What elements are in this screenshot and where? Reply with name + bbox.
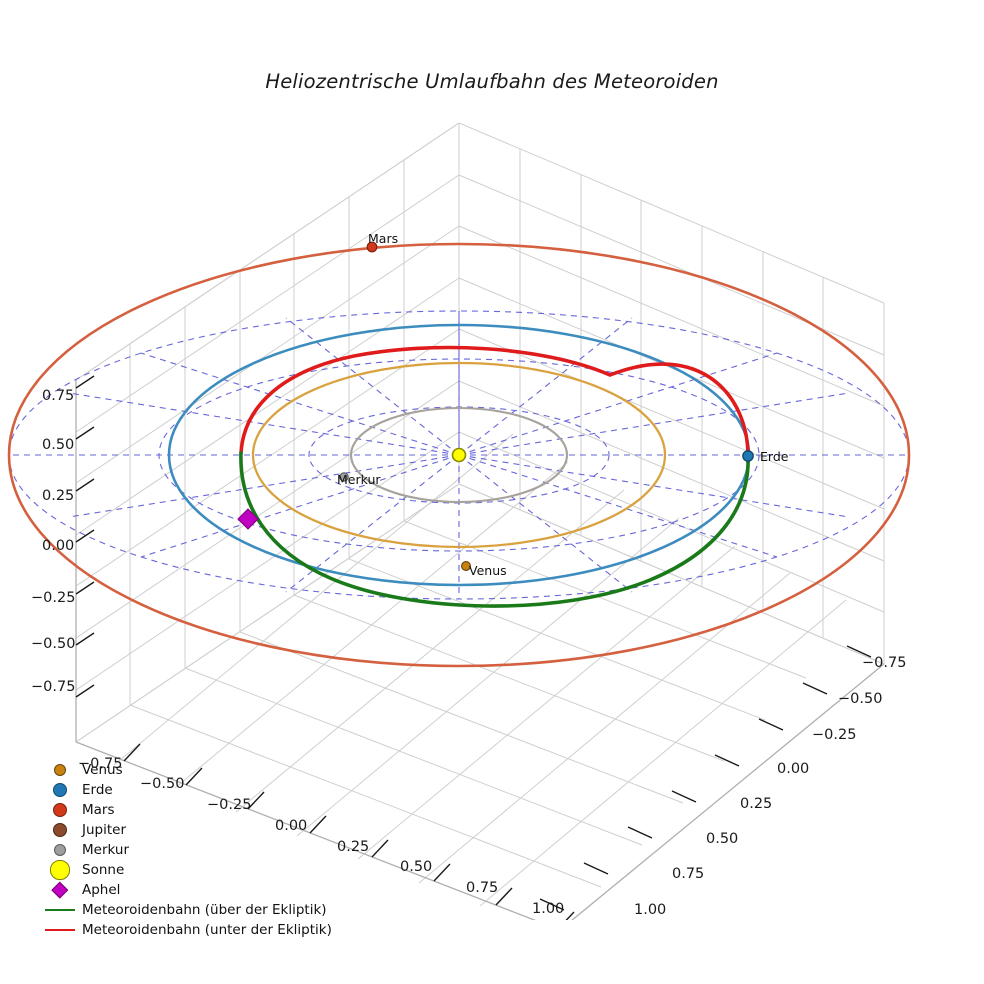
tick-label-y: 1.00 xyxy=(634,902,667,918)
meteoroid-orbit-above-ecliptic xyxy=(239,451,750,608)
legend-item-label: Merkur xyxy=(82,842,130,858)
tick-label-y: 0.00 xyxy=(777,761,810,777)
legend-marker-dot-icon xyxy=(52,802,68,818)
tick-label-y: −0.75 xyxy=(862,655,907,671)
tick-label-z: −0.25 xyxy=(31,590,76,606)
tick-label-x: 0.25 xyxy=(337,839,370,855)
legend-key-erde xyxy=(38,780,82,800)
tick-label-x: −0.50 xyxy=(140,776,185,792)
chart-legend: Venus Erde Mars Jupiter Merkur Sonne Aphel Mete… xyxy=(38,760,338,940)
marker-mars xyxy=(366,241,378,253)
tick-marks-x-bottom xyxy=(123,743,575,920)
tick-label-z: 0.50 xyxy=(42,437,75,453)
tick-label-x: 0.50 xyxy=(400,859,433,875)
legend-marker-dot-icon xyxy=(52,782,68,798)
tick-marks-z-left xyxy=(75,375,95,698)
tick-label-y: −0.25 xyxy=(812,727,857,743)
tick-label-y: 0.75 xyxy=(672,866,705,882)
tick-label-x: −0.25 xyxy=(207,797,252,813)
legend-item-merkur[interactable]: Merkur xyxy=(38,840,338,860)
legend-item-aphel[interactable]: Aphel xyxy=(38,880,338,900)
orbit-venus xyxy=(251,361,667,549)
legend-key-sonne xyxy=(38,860,82,880)
legend-key-line xyxy=(38,920,82,940)
legend-item-label: Venus xyxy=(82,762,123,778)
tick-label-x: −0.75 xyxy=(78,756,123,772)
marker-erde xyxy=(742,450,754,462)
tick-label-z: 0.75 xyxy=(42,388,75,404)
tick-label-y: −0.50 xyxy=(838,691,883,707)
legend-key-jupiter xyxy=(38,820,82,840)
legend-item-venus[interactable]: Venus xyxy=(38,760,338,780)
legend-item-label: Jupiter xyxy=(82,822,127,838)
tick-label-z: 0.00 xyxy=(42,538,75,554)
meteoroid-orbit-below-ecliptic xyxy=(239,345,750,458)
tick-label-z: 0.25 xyxy=(42,488,75,504)
tick-marks-y-right xyxy=(539,645,872,911)
tick-label-x: 0.75 xyxy=(466,880,499,896)
legend-item-label: Mars xyxy=(82,802,115,818)
legend-item-label: Meteoroidenbahn (unter der Ekliptik) xyxy=(82,922,332,938)
legend-marker-diamond-icon xyxy=(51,881,69,899)
orbit-merkur xyxy=(349,406,569,504)
legend-item-meteoroidenbahn[interactable]: Meteoroidenbahn (über der Ekliptik) xyxy=(38,900,338,920)
pane-grid-back-left xyxy=(75,122,460,743)
marker-venus xyxy=(461,561,471,571)
orbit-mars xyxy=(7,242,911,668)
axis-spines xyxy=(75,380,885,920)
legend-marker-dot-icon xyxy=(50,860,70,880)
legend-item-mars[interactable]: Mars xyxy=(38,800,338,820)
legend-item-label: Erde xyxy=(82,782,113,798)
merkur-label: Merkur xyxy=(337,472,381,487)
legend-item-label: Aphel xyxy=(82,882,121,898)
marker-merkur xyxy=(339,472,349,482)
marker-sonne xyxy=(451,447,467,463)
legend-item-sonne[interactable]: Sonne xyxy=(38,860,338,880)
legend-marker-dot-icon xyxy=(53,843,67,857)
legend-key-aphel xyxy=(38,880,82,900)
legend-item-label: Sonne xyxy=(82,862,125,878)
legend-marker-line-icon xyxy=(45,908,75,912)
legend-key-merkur xyxy=(38,840,82,860)
legend-key-mars xyxy=(38,800,82,820)
marker-aphel xyxy=(237,508,259,530)
legend-marker-line-icon xyxy=(45,928,75,932)
legend-item-label: Meteoroidenbahn (über der Ekliptik) xyxy=(82,902,327,918)
tick-label-z: −0.75 xyxy=(31,679,76,695)
legend-key-line xyxy=(38,900,82,920)
erde-label: Erde xyxy=(760,449,789,464)
legend-marker-dot-icon xyxy=(53,763,67,777)
tick-label-y: 0.25 xyxy=(740,796,773,812)
tick-label-y: 0.50 xyxy=(706,831,739,847)
legend-key-venus xyxy=(38,760,82,780)
tick-label-x: 0.00 xyxy=(275,818,308,834)
venus-label: Venus xyxy=(469,563,507,578)
legend-item-erde[interactable]: Erde xyxy=(38,780,338,800)
legend-marker-dot-icon xyxy=(52,822,68,838)
tick-label-x: 1.00 xyxy=(532,901,565,917)
tick-label-z: −0.50 xyxy=(31,636,76,652)
mars-label: Mars xyxy=(368,231,399,246)
chart-title: Heliozentrische Umlaufbahn des Meteoroid… xyxy=(265,70,719,93)
legend-item-meteoroidenbahn[interactable]: Meteoroidenbahn (unter der Ekliptik) xyxy=(38,920,338,940)
legend-item-jupiter[interactable]: Jupiter xyxy=(38,820,338,840)
